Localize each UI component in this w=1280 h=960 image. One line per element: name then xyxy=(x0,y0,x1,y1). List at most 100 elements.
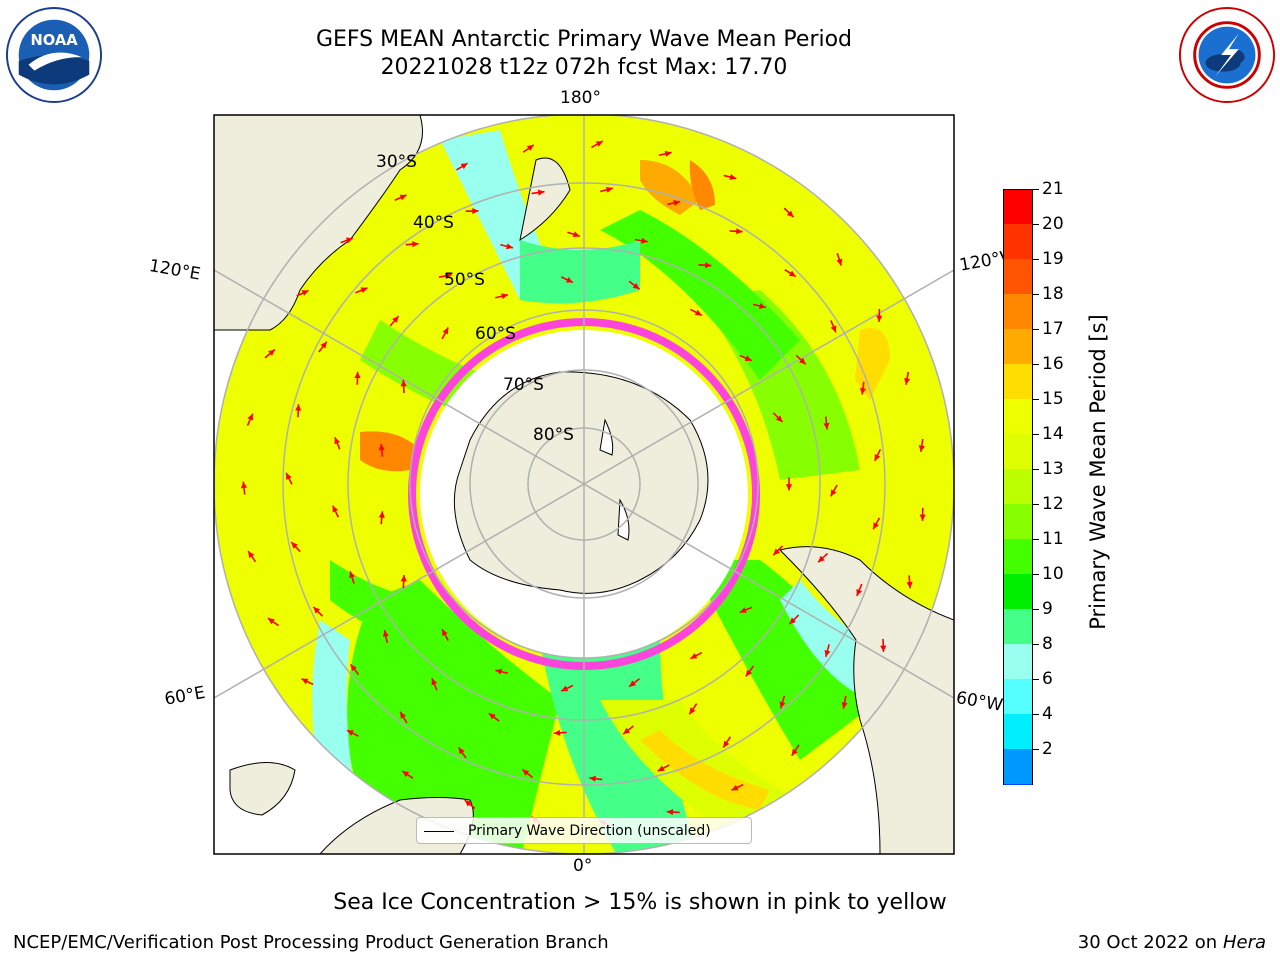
wave-arrow-head xyxy=(501,293,508,300)
colorbar-tick-label: 10 xyxy=(1042,564,1064,584)
footer-date-text: 30 Oct 2022 on xyxy=(1077,932,1218,953)
colorbar-bin xyxy=(1003,784,1033,785)
wave-arrow-head xyxy=(444,272,452,279)
wave-arrow-head xyxy=(286,472,292,480)
wave-arrow-head xyxy=(572,231,580,238)
wave-arrow-head xyxy=(400,711,407,719)
wave-direction-arrows xyxy=(240,140,926,827)
wave-arrow-head xyxy=(694,309,702,316)
wave-arrow-head xyxy=(605,186,613,193)
wave-arrow-head xyxy=(876,315,883,322)
colorbar-tick-label: 17 xyxy=(1042,319,1064,339)
graticule xyxy=(214,115,954,854)
colorbar-tick-mark xyxy=(1033,469,1039,470)
wave-arrow-head xyxy=(729,174,737,180)
colorbar-bin xyxy=(1003,749,1033,784)
colorbar-tick-label: 14 xyxy=(1042,424,1064,444)
lat-label-40s: 40°S xyxy=(413,213,454,233)
colorbar-tick-label: 15 xyxy=(1042,389,1064,409)
wave-arrow-head xyxy=(786,210,794,218)
wave-arrow-head xyxy=(399,194,407,201)
wave-arrow-head xyxy=(690,653,698,659)
colorbar-tick-mark xyxy=(1033,189,1039,190)
noaa-logo: NOAA xyxy=(5,6,103,104)
colorbar-bin xyxy=(1003,469,1033,504)
wave-arrow-head xyxy=(623,727,631,735)
wave-arrow-head xyxy=(561,685,569,692)
colorbar-bin xyxy=(1003,259,1033,294)
map-legend: Primary Wave Direction (unscaled) xyxy=(416,817,752,844)
wave-arrow-head xyxy=(919,514,926,521)
wave-arrow-head xyxy=(657,765,665,772)
colorbar-tick-mark xyxy=(1033,539,1039,540)
legend-label: Primary Wave Direction (unscaled) xyxy=(468,823,711,839)
colorbar-tick-mark xyxy=(1033,224,1039,225)
colorbar-bin xyxy=(1003,679,1033,714)
colorbar-tick-mark xyxy=(1033,329,1039,330)
wave-arrow-head xyxy=(464,800,472,807)
wave-arrow-head xyxy=(788,270,796,277)
wave-arrow-head xyxy=(918,445,925,452)
colorbar xyxy=(1003,189,1033,785)
wave-arrow-head xyxy=(773,548,780,556)
colorbar-tick-mark xyxy=(1033,294,1039,295)
wave-arrow-head xyxy=(506,243,513,250)
wave-arrow-head xyxy=(267,618,275,625)
wave-arrow-head xyxy=(830,489,837,497)
wave-arrow-head xyxy=(378,511,385,518)
colorbar-tick-mark xyxy=(1033,644,1039,645)
wave-arrow-head xyxy=(818,555,825,563)
colorbar-tick-label: 9 xyxy=(1042,599,1053,619)
colorbar-tick-mark xyxy=(1033,259,1039,260)
colorbar-bin xyxy=(1003,224,1033,259)
wave-arrow-head xyxy=(488,713,496,720)
wave-arrow-head xyxy=(758,303,766,309)
colorbar-title: Primary Wave Mean Period [s] xyxy=(1086,314,1110,630)
lon-label-180: 180° xyxy=(560,88,601,108)
colorbar-bin xyxy=(1003,189,1033,224)
wave-arrow-head xyxy=(334,437,341,445)
colorbar-tick-mark xyxy=(1033,574,1039,575)
wave-arrow-head xyxy=(739,607,747,613)
wave-arrow-head xyxy=(664,150,672,157)
footer-date: 30 Oct 2022 on Hera xyxy=(1078,932,1266,953)
wave-arrow-head xyxy=(836,258,843,266)
map-subtitle: 20221028 t12z 072h fcst Max: 17.70 xyxy=(380,55,788,80)
wave-arrow-head xyxy=(589,775,596,782)
colorbar-tick-mark xyxy=(1033,609,1039,610)
wave-arrow-head xyxy=(382,630,389,637)
wave-arrow-head xyxy=(856,588,863,596)
noaa-logo-text: NOAA xyxy=(30,32,78,49)
wave-arrow-head xyxy=(240,481,248,489)
wave-arrow-head xyxy=(537,189,545,196)
wave-arrow-head xyxy=(431,678,438,686)
colorbar-bin xyxy=(1003,714,1033,749)
wave-arrow-head xyxy=(666,809,674,816)
wave-arrow-head xyxy=(744,355,752,361)
wave-arrow-head xyxy=(522,769,530,776)
legend-line-icon xyxy=(424,831,454,832)
wave-arrow-head xyxy=(248,551,255,559)
wave-arrow-head xyxy=(442,629,448,637)
wave-arrow-head xyxy=(301,678,309,685)
wave-arrow-head xyxy=(442,327,449,335)
wave-arrow-head xyxy=(880,645,887,652)
colorbar-tick-label: 12 xyxy=(1042,494,1064,514)
colorbar-tick-mark xyxy=(1033,399,1039,400)
colorbar-tick-mark xyxy=(1033,504,1039,505)
colorbar-tick-label: 20 xyxy=(1042,214,1064,234)
colorbar-tick-mark xyxy=(1033,679,1039,680)
wave-arrow-head xyxy=(400,575,407,582)
colorbar-tick-label: 11 xyxy=(1042,529,1064,549)
wave-arrow-head xyxy=(731,784,739,791)
wave-arrow-head xyxy=(402,771,410,778)
colorbar-bin xyxy=(1003,399,1033,434)
colorbar-tick-label: 18 xyxy=(1042,284,1064,304)
wave-arrow-head xyxy=(704,262,712,269)
wave-arrow-head xyxy=(824,649,831,657)
wave-arrow-head xyxy=(789,617,797,625)
wave-arrow-head xyxy=(495,668,503,675)
colorbar-bin xyxy=(1003,329,1033,364)
wave-arrow-head xyxy=(873,522,879,530)
